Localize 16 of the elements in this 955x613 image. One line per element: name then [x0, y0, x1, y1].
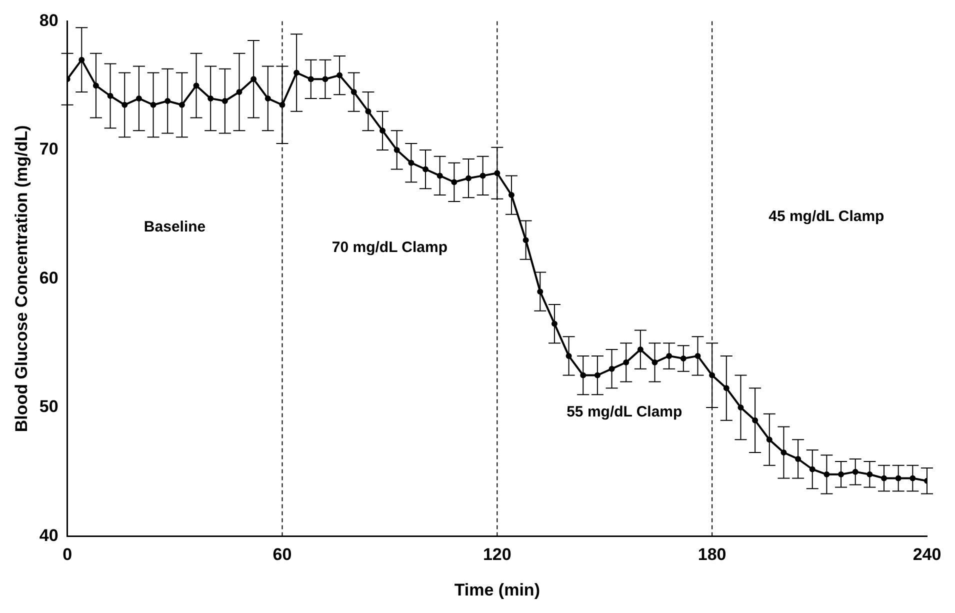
y-tick-label: 80 [39, 10, 58, 30]
x-tick-label: 60 [272, 545, 292, 564]
annotation: 70 mg/dL Clamp [332, 238, 448, 256]
y-axis-title: Blood Glucose Concentration (mg/dL) [12, 125, 31, 432]
annotation: 45 mg/dL Clamp [768, 208, 884, 226]
annotation: 55 mg/dL Clamp [566, 404, 682, 421]
y-tick-label: 60 [39, 268, 58, 288]
annotation: Baseline [144, 218, 206, 236]
y-tick-label: 70 [39, 140, 58, 159]
x-tick-label: 180 [698, 545, 726, 564]
y-tick-label: 50 [39, 397, 58, 416]
y-tick-label: 40 [39, 526, 58, 545]
x-tick-label: 0 [62, 545, 72, 564]
x-tick-label: 120 [482, 545, 512, 564]
x-axis-title: Time (min) [454, 580, 540, 600]
x-tick-label: 240 [912, 545, 942, 564]
